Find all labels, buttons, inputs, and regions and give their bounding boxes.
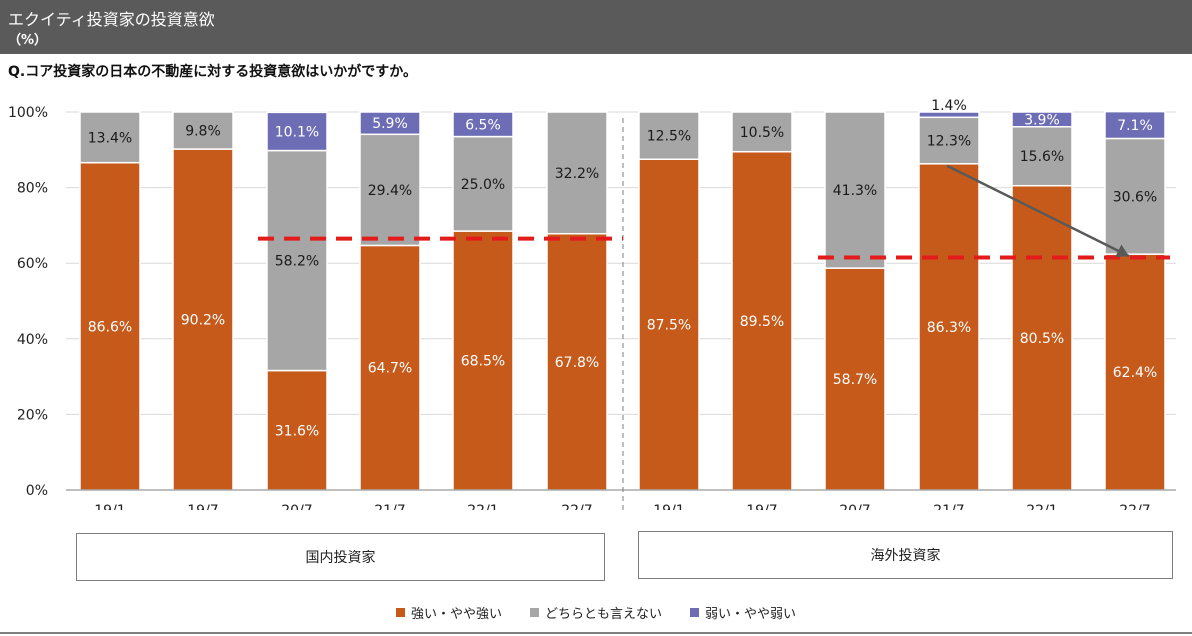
bar-segment-neutral [638, 111, 700, 160]
y-tick-label: 100% [8, 105, 48, 121]
data-label-strong: 87.5% [647, 318, 691, 334]
bar-segment-neutral [824, 111, 886, 269]
x-tick-label: 19/1 [653, 503, 684, 510]
unit-label: （%） [8, 33, 48, 48]
question-text: Q.コア投資家の日本の不動産に対する投資意欲はいかがですか。 [8, 64, 417, 80]
legend-item-strong: 強い・やや強い [395, 603, 502, 622]
legend-swatch-strong [395, 608, 405, 617]
chart-title: エクイティ投資家の投資意欲 [8, 10, 215, 29]
bar-segment-neutral [79, 111, 141, 164]
data-label-neutral: 30.6% [1113, 189, 1157, 205]
bar-segment-strong [638, 158, 700, 491]
data-label-strong: 86.6% [88, 319, 132, 335]
bar-segment-strong [546, 232, 608, 491]
data-label-weak: 1.4% [931, 98, 967, 114]
bar-segment-strong [172, 148, 234, 491]
data-label-weak: 3.9% [1024, 112, 1060, 128]
group-label-overseas: 海外投資家 [638, 531, 1173, 579]
x-tick-label: 19/7 [746, 503, 777, 510]
data-label-weak: 10.1% [275, 124, 319, 140]
y-tick-label: 40% [17, 332, 48, 348]
x-tick-label: 20/7 [281, 503, 312, 510]
bar-segment-neutral [918, 116, 980, 165]
data-label-strong: 67.8% [555, 355, 599, 371]
bar-segment-neutral [1011, 125, 1073, 187]
x-tick-label: 22/1 [467, 503, 498, 510]
data-label-neutral: 12.5% [647, 129, 691, 145]
bar-segment-strong [359, 244, 421, 491]
x-tick-label: 22/7 [1119, 503, 1150, 510]
data-label-neutral: 29.4% [368, 183, 412, 199]
legend-item-weak: 弱い・やや弱い [690, 603, 796, 622]
y-tick-label: 0% [26, 483, 48, 499]
bar-segment-weak [1104, 110, 1166, 140]
legend-item-neutral: どちらとも言えない [529, 603, 662, 622]
data-label-strong: 89.5% [740, 314, 784, 330]
data-label-weak: 5.9% [372, 116, 408, 132]
bottom-rule [0, 632, 1192, 634]
data-label-strong: 80.5% [1020, 331, 1064, 347]
bar-segment-strong [266, 369, 328, 491]
bar-segment-weak [452, 111, 514, 138]
bar-segment-neutral [1104, 137, 1166, 255]
bar-segment-strong [918, 163, 980, 491]
bar-segment-neutral [731, 111, 793, 153]
data-label-neutral: 41.3% [833, 183, 877, 199]
data-label-strong: 31.6% [275, 423, 319, 439]
data-label-strong: 62.4% [1113, 365, 1157, 381]
group-label-domestic: 国内投資家 [76, 533, 605, 581]
stacked-bar-chart: 0% 20% 40% 60% 80% 100% 86.6% 13.4% 19/1 90.2% 9.8… [8, 98, 1176, 510]
data-label-strong: 90.2% [181, 313, 225, 329]
bar-segment-strong [1011, 184, 1073, 491]
bar-segment-neutral [266, 149, 328, 372]
bar-segment-weak [1011, 111, 1073, 128]
y-tick-label: 80% [17, 181, 48, 197]
bar-segment-weak [266, 111, 328, 152]
legend-swatch-weak [690, 608, 699, 617]
x-tick-label: 20/7 [839, 503, 870, 510]
trend-arrow-head [1115, 244, 1129, 258]
x-tick-label: 21/7 [374, 503, 405, 510]
x-tick-label: 19/7 [187, 503, 218, 510]
x-tick-label: 22/1 [1026, 503, 1057, 510]
bar-segment-strong [824, 267, 886, 491]
data-label-neutral: 13.4% [88, 130, 132, 146]
x-tick-label: 21/7 [933, 503, 964, 510]
bar-segment-weak [359, 111, 421, 136]
bar-segment-weak [918, 111, 980, 119]
data-label-neutral: 15.6% [1020, 149, 1064, 165]
data-label-strong: 58.7% [833, 372, 877, 388]
legend-label-neutral: どちらとも言えない [544, 607, 662, 622]
data-label-weak: 7.1% [1117, 118, 1153, 134]
data-label-neutral: 25.0% [461, 177, 505, 193]
legend-swatch-neutral [529, 608, 539, 617]
x-tick-label: 22/7 [561, 503, 592, 510]
y-tick-label: 20% [17, 407, 48, 423]
data-label-strong: 86.3% [927, 320, 971, 336]
data-label-neutral: 12.3% [927, 134, 971, 150]
chart-header: エクイティ投資家の投資意欲 （%） [0, 0, 1192, 54]
legend-label-strong: 強い・やや強い [410, 607, 502, 622]
data-label-weak: 6.5% [465, 117, 501, 133]
legend-label-weak: 弱い・やや弱い [705, 607, 797, 622]
chart-legend: 強い・やや強い どちらとも言えない 弱い・やや弱い [0, 603, 1192, 622]
bar-segment-strong [452, 230, 514, 491]
data-label-neutral: 10.5% [740, 125, 784, 141]
data-label-neutral: 9.8% [185, 124, 221, 140]
data-label-strong: 68.5% [461, 354, 505, 370]
data-label-strong: 64.7% [368, 361, 412, 377]
data-label-neutral: 32.2% [555, 166, 599, 182]
data-label-neutral: 58.2% [275, 254, 319, 270]
bar-segment-strong [1104, 253, 1166, 491]
bar-segment-neutral [359, 133, 421, 247]
bar-segment-neutral [546, 111, 608, 235]
y-tick-label: 60% [17, 256, 48, 272]
bar-segment-strong [731, 150, 793, 491]
bar-segment-neutral [172, 111, 234, 150]
x-tick-label: 19/1 [94, 503, 125, 510]
trend-arrow-shaft [946, 164, 1130, 258]
